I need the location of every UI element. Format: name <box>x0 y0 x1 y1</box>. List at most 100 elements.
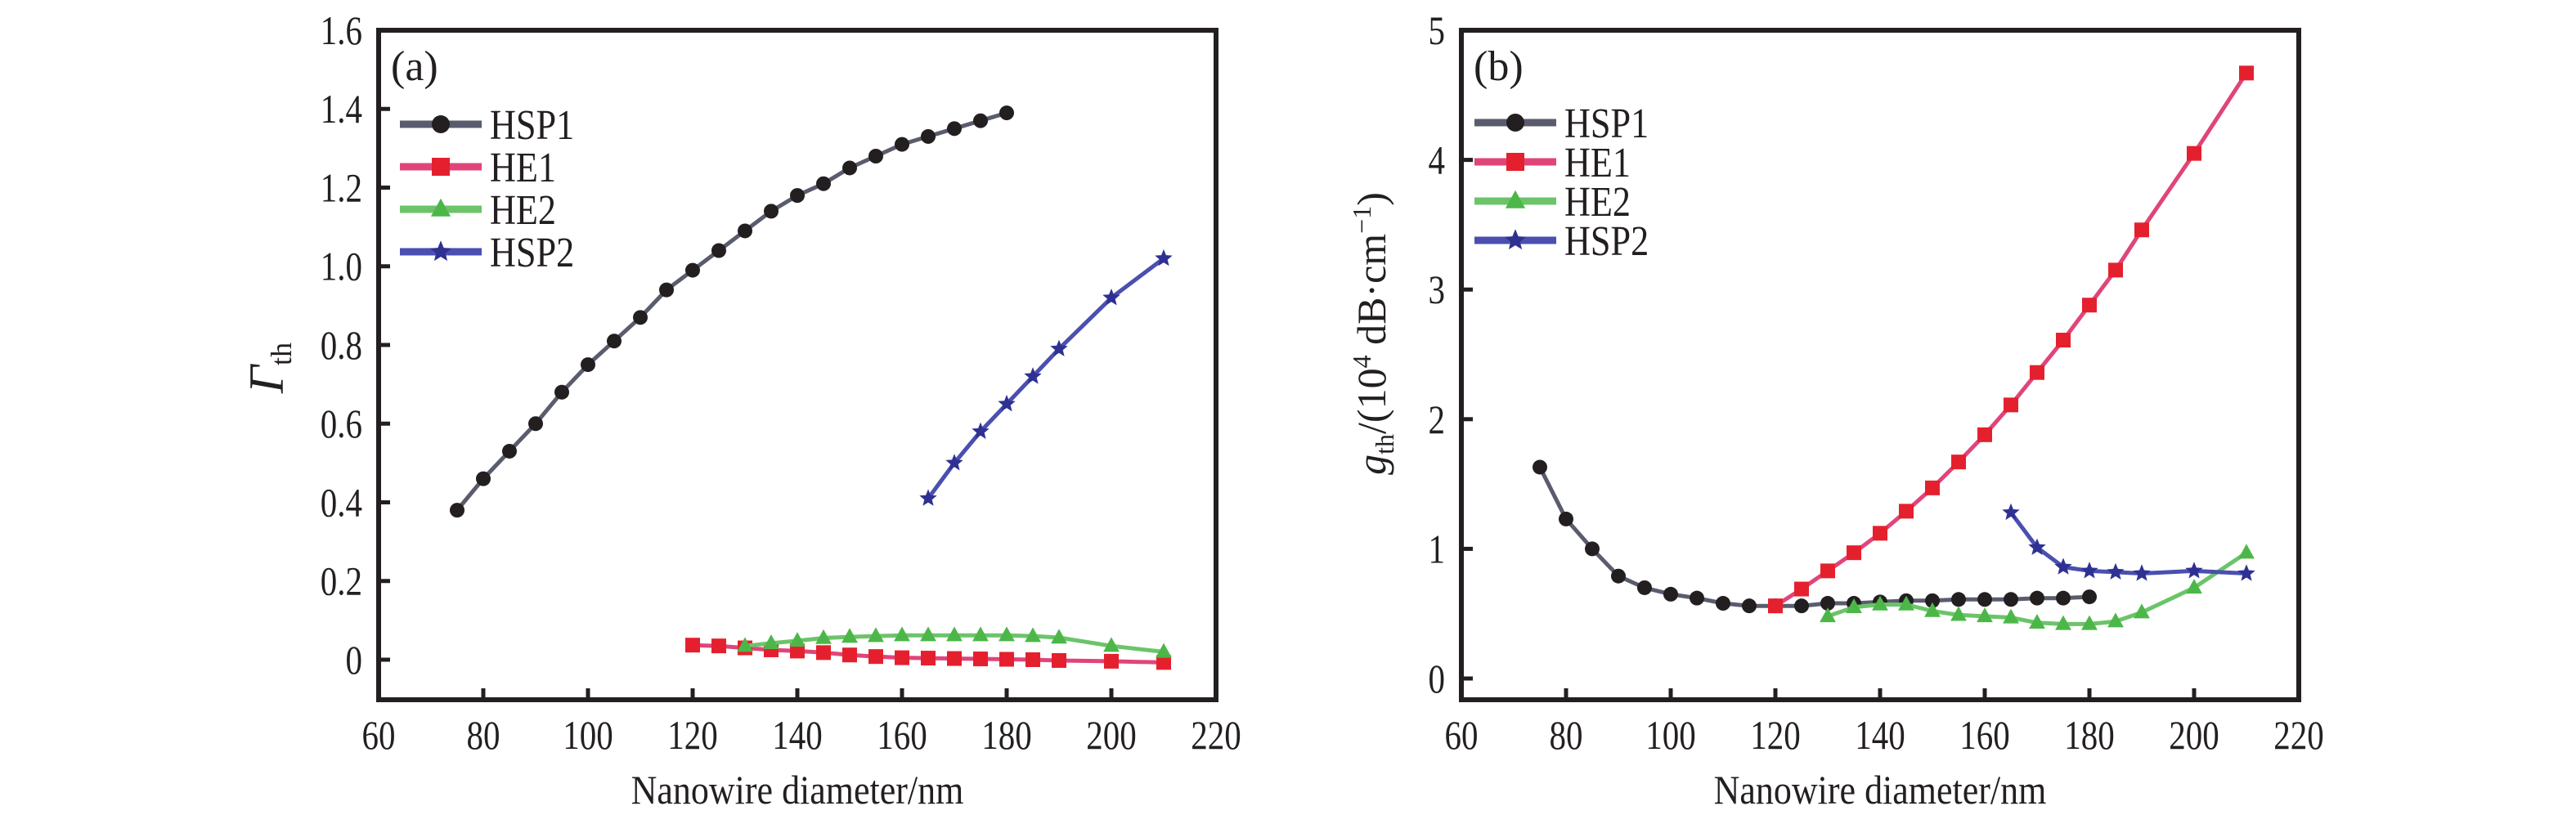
data-point-hsp1 <box>1611 568 1626 584</box>
data-point-he1 <box>868 649 883 665</box>
x-tick-label: 180 <box>981 712 1031 758</box>
x-tick-label: 200 <box>2169 712 2219 758</box>
x-axis-title-a: Nanowire diameter/nm <box>631 768 964 813</box>
data-point-he1 <box>1951 455 1966 470</box>
x-tick-label: 160 <box>877 712 927 758</box>
data-point-hsp1 <box>1951 592 1966 607</box>
x-tick-label: 140 <box>1855 712 1905 758</box>
legend-marker <box>1506 153 1524 171</box>
y-tick-label: 0.2 <box>321 558 362 604</box>
legend-marker <box>1504 229 1527 250</box>
legend-marker <box>432 158 450 176</box>
data-point-he1 <box>1104 653 1119 669</box>
y-axis-title-a-sub: th <box>265 343 298 365</box>
legend-label: HSP1 <box>490 102 574 149</box>
x-tick-label: 60 <box>362 712 396 758</box>
legend-marker <box>430 198 451 217</box>
data-point-hsp2 <box>1024 367 1042 384</box>
data-point-hsp2 <box>1102 289 1120 306</box>
x-tick-label: 100 <box>563 712 613 758</box>
data-point-hsp1 <box>921 128 936 144</box>
y-tick-label: 1.6 <box>321 7 362 53</box>
data-point-he1 <box>921 651 936 666</box>
data-point-he1 <box>895 650 909 665</box>
data-point-hsp2 <box>2002 503 2020 521</box>
data-point-hsp2 <box>2133 564 2151 581</box>
data-point-hsp1 <box>2056 590 2071 606</box>
legend-marker <box>432 115 450 133</box>
data-point-he2 <box>789 632 806 647</box>
series-line-hsp1 <box>456 110 1008 512</box>
axis-ticks-b: 60 80 100 120 140 160 180 200 220 0 1 2 3 4 5 <box>1429 7 2324 758</box>
legend-marker <box>429 240 452 262</box>
data-point-he2 <box>763 634 779 649</box>
data-point-he2 <box>1025 627 1041 643</box>
legend-marker <box>1506 114 1524 132</box>
legend-label: HSP1 <box>1564 101 1649 147</box>
data-point-hsp1 <box>711 243 726 258</box>
data-point-he2 <box>1977 607 1993 623</box>
x-tick-label: 160 <box>1959 712 2009 758</box>
data-point-he2 <box>2107 612 2124 628</box>
y-tick-label: 0.6 <box>321 401 362 446</box>
legend-item-he2: HE2 <box>1474 179 1631 226</box>
panel-a: 60 80 100 120 140 160 180 200 220 0 0.2 0.4 0.6 0.8 1.… <box>240 7 1241 813</box>
data-point-hsp2 <box>2080 562 2098 579</box>
data-point-he2 <box>1846 598 1862 613</box>
data-point-hsp1 <box>659 282 674 298</box>
data-point-he2 <box>894 626 910 642</box>
data-point-hsp1 <box>1794 598 1809 614</box>
data-point-he1 <box>685 638 700 653</box>
series-group-a <box>450 105 1173 670</box>
data-point-hsp2 <box>2054 558 2072 575</box>
legend-item-hsp1: HSP1 <box>400 102 574 149</box>
x-tick-label: 200 <box>1086 712 1136 758</box>
data-point-hsp1 <box>738 223 752 239</box>
y-tick-label: 0 <box>1429 656 1445 701</box>
data-point-hsp1 <box>2082 589 2097 605</box>
legend-item-he1: HE1 <box>1474 140 1631 186</box>
data-point-he2 <box>2081 615 2098 630</box>
data-point-he1 <box>1794 581 1809 597</box>
y-tick-label: 0 <box>346 637 362 683</box>
data-point-hsp1 <box>1585 541 1600 557</box>
legend-item-he2: HE2 <box>400 187 556 234</box>
data-point-hsp1 <box>554 384 569 400</box>
data-point-he2 <box>920 626 936 642</box>
legend-marker <box>1505 190 1526 208</box>
legend-label: HSP2 <box>490 230 574 276</box>
data-point-he1 <box>973 652 988 667</box>
data-point-hsp1 <box>947 121 962 137</box>
y-axis-title-a: Γth <box>240 343 298 394</box>
legend-label: HE1 <box>490 145 556 191</box>
x-tick-label: 180 <box>2064 712 2114 758</box>
x-tick-label: 120 <box>1750 712 1800 758</box>
y-axis-title-a-main: Γ <box>240 363 294 394</box>
y-axis-title-b-close: ) <box>1349 192 1394 206</box>
data-point-he1 <box>1768 598 1783 614</box>
y-tick-label: 1.4 <box>321 86 362 132</box>
data-point-he2 <box>2055 615 2071 630</box>
x-tick-label: 100 <box>1645 712 1695 758</box>
data-point-he2 <box>2134 603 2150 619</box>
series-hsp1 <box>450 105 1014 518</box>
data-point-hsp2 <box>1155 249 1173 266</box>
data-point-hsp1 <box>999 105 1014 121</box>
data-point-hsp2 <box>2185 562 2203 579</box>
series-line-hsp2 <box>2008 511 2247 575</box>
data-point-he1 <box>2187 146 2201 161</box>
data-point-he2 <box>1924 602 1941 617</box>
series-hsp2 <box>919 249 1173 506</box>
data-point-he2 <box>1820 607 1836 623</box>
data-point-he1 <box>1156 655 1171 670</box>
data-point-hsp1 <box>1637 580 1652 595</box>
y-tick-label: 1.2 <box>321 165 362 211</box>
data-point-he2 <box>999 626 1015 642</box>
legend-label: HSP2 <box>1564 218 1649 265</box>
x-tick-label: 80 <box>467 712 500 758</box>
data-point-he2 <box>1950 606 1967 621</box>
data-point-he1 <box>816 645 831 661</box>
data-point-he2 <box>946 626 963 642</box>
data-point-hsp1 <box>1716 596 1730 611</box>
